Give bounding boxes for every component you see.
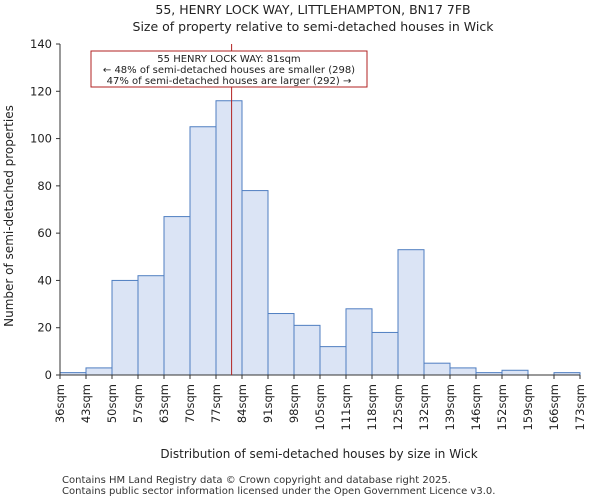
chart-title: 55, HENRY LOCK WAY, LITTLEHAMPTON, BN17 … — [155, 2, 470, 17]
x-tick-label: 166sqm — [547, 384, 561, 430]
bar-43sqm — [85, 367, 113, 376]
annotation-line-1: 55 HENRY LOCK WAY: 81sqm — [157, 54, 300, 65]
x-tick-label: 43sqm — [79, 384, 93, 423]
x-tick-label: 132sqm — [417, 384, 431, 430]
x-tick-label: 139sqm — [443, 384, 457, 430]
bar-152sqm — [501, 369, 529, 376]
bar-111sqm — [345, 308, 373, 376]
footer-line-1: Contains HM Land Registry data © Crown c… — [62, 475, 451, 486]
bar-50sqm — [111, 279, 139, 376]
y-tick-label: 40 — [37, 273, 52, 287]
chart-subtitle: Size of property relative to semi-detach… — [133, 19, 495, 34]
bar-118sqm — [371, 331, 399, 376]
y-tick-label: 0 — [45, 368, 52, 382]
x-tick-label: 173sqm — [573, 384, 587, 430]
x-tick-label: 36sqm — [53, 384, 67, 423]
y-axis-label: Number of semi-detached properties — [2, 105, 16, 327]
y-tick-label: 80 — [37, 179, 52, 193]
x-tick-label: 159sqm — [521, 384, 535, 430]
bar-77sqm — [215, 100, 243, 376]
bar-84sqm — [241, 190, 269, 376]
x-tick-label: 57sqm — [131, 384, 145, 423]
bar-70sqm — [189, 126, 217, 376]
annotation-line-2: ← 48% of semi-detached houses are smalle… — [103, 65, 355, 76]
y-tick-label: 20 — [37, 321, 52, 335]
y-tick-label: 60 — [37, 226, 52, 240]
x-tick-label: 70sqm — [183, 384, 197, 423]
bar-63sqm — [163, 216, 191, 376]
y-tick-label: 100 — [30, 132, 52, 146]
x-tick-label: 118sqm — [365, 384, 379, 430]
x-tick-label: 98sqm — [287, 384, 301, 423]
y-tick-label: 120 — [30, 84, 52, 98]
footer-line-2: Contains public sector information licen… — [62, 486, 495, 497]
bar-57sqm — [137, 275, 165, 376]
x-tick-label: 105sqm — [313, 384, 327, 430]
x-tick-label: 125sqm — [391, 384, 405, 430]
ticks: 0 20 40 60 80 100 120 140 36sqm 43sqm 50sqm 57sqm 63… — [30, 37, 587, 430]
bar-98sqm — [293, 324, 321, 376]
annotation-box: 55 HENRY LOCK WAY: 81sqm ← 48% of semi-d… — [90, 50, 368, 88]
x-tick-label: 152sqm — [495, 384, 509, 430]
x-tick-label: 77sqm — [209, 384, 223, 423]
x-tick-label: 111sqm — [339, 384, 353, 430]
annotation-line-3: 47% of semi-detached houses are larger (… — [107, 76, 352, 87]
x-tick-label: 91sqm — [261, 384, 275, 423]
bar-132sqm — [423, 362, 451, 376]
x-tick-label: 50sqm — [105, 384, 119, 423]
bars — [59, 100, 581, 376]
bar-91sqm — [267, 313, 295, 376]
bar-125sqm — [397, 249, 425, 376]
y-tick-label: 140 — [30, 37, 52, 51]
x-tick-label: 146sqm — [469, 384, 483, 430]
x-axis-label: Distribution of semi-detached houses by … — [160, 447, 477, 461]
bar-105sqm — [319, 346, 347, 376]
bar-139sqm — [449, 367, 477, 376]
x-tick-label: 63sqm — [157, 384, 171, 423]
x-tick-label: 84sqm — [235, 384, 249, 423]
